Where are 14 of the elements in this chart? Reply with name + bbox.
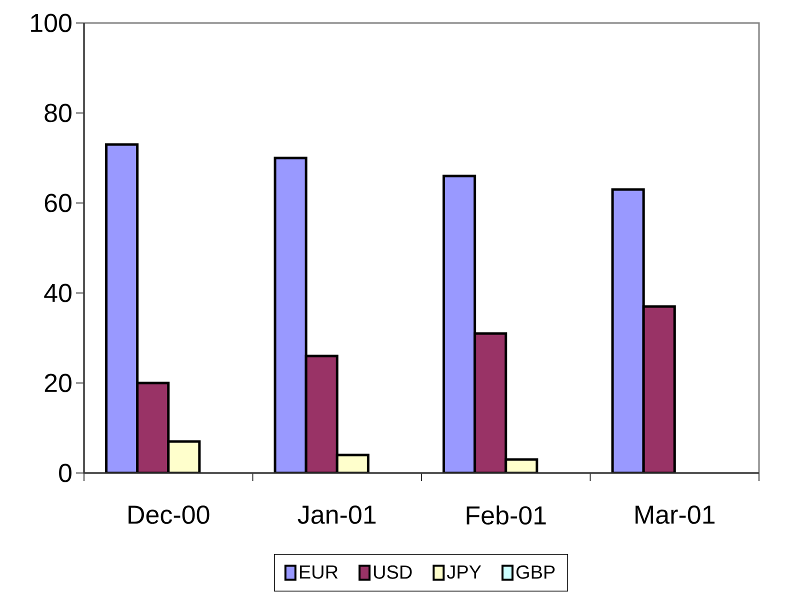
x-tick-label: Feb-01 [466, 506, 546, 525]
x-tick-label: Jan-01 [298, 506, 376, 524]
y-tick-label: 40 [44, 284, 72, 302]
legend-label: GBP [516, 565, 555, 579]
y-tick-label: 0 [59, 464, 72, 482]
legend-label: JPY [446, 565, 482, 579]
y-tick-label: 20 [44, 374, 72, 392]
x-tick-label: Dec-00 [128, 506, 210, 524]
legend-label: EUR [300, 565, 338, 579]
legend-label: USD [374, 565, 412, 579]
y-tick-label: 80 [44, 104, 72, 122]
y-tick-label: 100 [31, 14, 72, 32]
y-tick-label: 60 [44, 194, 72, 212]
x-tick-label: Mar-01 [636, 506, 715, 524]
